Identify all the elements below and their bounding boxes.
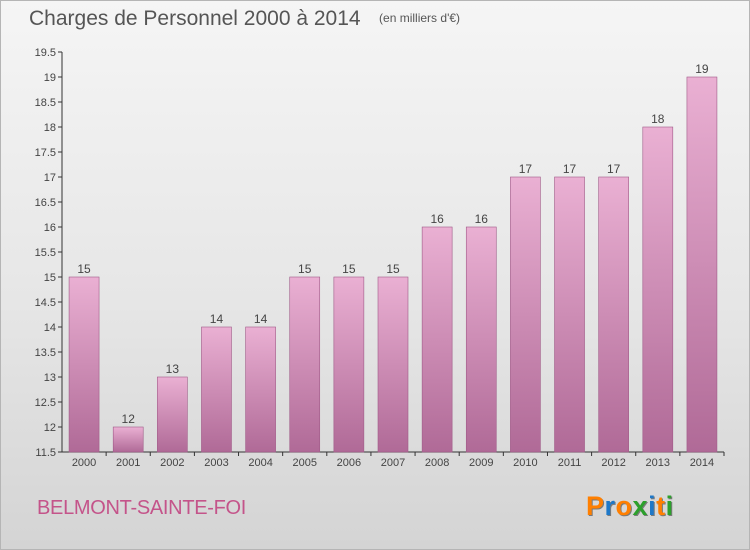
x-tick-label: 2008 xyxy=(425,457,449,469)
bar xyxy=(333,276,365,453)
x-tick-label: 2001 xyxy=(116,457,140,469)
data-label: 14 xyxy=(210,312,224,326)
x-tick-label: 2005 xyxy=(292,457,316,469)
data-label: 13 xyxy=(166,362,180,376)
y-tick-label: 19.5 xyxy=(35,47,56,59)
data-label: 12 xyxy=(122,412,136,426)
bar xyxy=(201,326,232,453)
y-tick-label: 13 xyxy=(44,372,56,384)
data-label: 19 xyxy=(695,62,709,76)
y-tick-label: 17 xyxy=(44,172,56,184)
data-label: 15 xyxy=(298,262,312,276)
bar xyxy=(377,276,409,453)
x-tick-label: 2011 xyxy=(558,457,582,469)
y-tick-label: 12 xyxy=(44,422,56,434)
bar xyxy=(510,176,541,453)
data-label: 15 xyxy=(77,262,91,276)
bar xyxy=(686,76,718,453)
bar xyxy=(289,276,321,453)
data-label: 18 xyxy=(651,112,665,126)
y-tick-label: 13.5 xyxy=(35,347,56,359)
x-tick-label: 2012 xyxy=(601,457,625,469)
y-tick-label: 16.5 xyxy=(35,197,56,209)
logo-letter: i xyxy=(648,491,657,521)
bar xyxy=(112,426,144,453)
y-tick-label: 12.5 xyxy=(35,397,56,409)
title-row: Charges de Personnel 2000 à 2014 (en mil… xyxy=(29,7,460,31)
data-label: 15 xyxy=(342,262,356,276)
x-tick-label: 2004 xyxy=(248,457,272,469)
chart-subtitle: (en milliers d'€) xyxy=(379,11,461,25)
x-tick-label: 2014 xyxy=(690,457,714,469)
proxiti-logo[interactable]: Proxiti xyxy=(586,491,674,522)
chart-title: Charges de Personnel 2000 à 2014 xyxy=(29,7,361,30)
x-tick-label: 2002 xyxy=(160,457,184,469)
y-tick-label: 18.5 xyxy=(35,97,56,109)
y-tick-label: 14 xyxy=(44,322,56,334)
data-label: 15 xyxy=(386,262,400,276)
logo-letter: t xyxy=(656,491,666,521)
y-tick-label: 16 xyxy=(44,222,56,234)
bar xyxy=(421,226,453,453)
bar xyxy=(245,326,276,453)
y-tick-label: 18 xyxy=(44,122,56,134)
logo-letter: i xyxy=(665,491,674,521)
bar xyxy=(554,176,585,453)
x-tick-label: 2000 xyxy=(72,457,96,469)
logo-letter: r xyxy=(604,491,616,521)
y-tick-label: 11.5 xyxy=(35,447,56,459)
x-tick-label: 2007 xyxy=(381,457,405,469)
bar xyxy=(642,126,674,453)
data-label: 17 xyxy=(607,162,621,176)
bar xyxy=(598,176,629,453)
y-tick-label: 19 xyxy=(44,72,56,84)
y-tick-label: 15.5 xyxy=(35,247,56,259)
y-tick-label: 14.5 xyxy=(35,297,56,309)
x-tick-label: 2006 xyxy=(337,457,361,469)
y-tick-label: 17.5 xyxy=(35,147,56,159)
x-tick-label: 2010 xyxy=(513,457,537,469)
logo-letter: x xyxy=(632,491,649,521)
logo-letter: P xyxy=(586,491,605,521)
x-tick-label: 2009 xyxy=(469,457,493,469)
data-label: 16 xyxy=(475,212,489,226)
bar xyxy=(68,276,100,453)
x-tick-label: 2003 xyxy=(204,457,228,469)
logo-letter: o xyxy=(615,491,633,521)
bar xyxy=(157,376,188,453)
x-tick-label: 2013 xyxy=(646,457,670,469)
y-tick-label: 15 xyxy=(44,272,56,284)
data-label: 17 xyxy=(519,162,533,176)
place-name: BELMONT-SAINTE-FOI xyxy=(37,497,247,519)
data-label: 17 xyxy=(563,162,577,176)
bar xyxy=(465,226,497,453)
data-label: 16 xyxy=(430,212,444,226)
data-label: 14 xyxy=(254,312,268,326)
